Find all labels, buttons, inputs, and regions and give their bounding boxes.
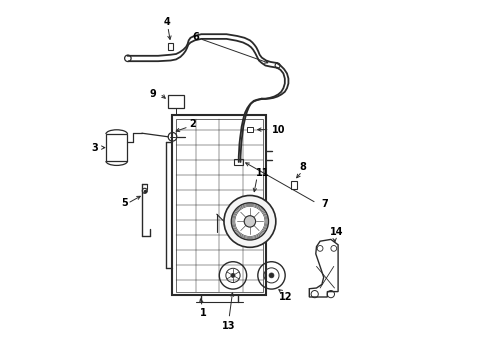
Text: 2: 2 xyxy=(188,119,195,129)
Text: 11: 11 xyxy=(255,168,269,178)
Text: 12: 12 xyxy=(279,292,292,302)
Bar xyxy=(291,181,296,189)
Bar xyxy=(234,159,243,165)
Bar xyxy=(168,95,183,108)
Text: 13: 13 xyxy=(221,321,235,331)
Text: 8: 8 xyxy=(299,162,306,172)
Text: 3: 3 xyxy=(92,143,98,153)
Text: 1: 1 xyxy=(199,308,206,318)
Bar xyxy=(168,43,173,50)
Circle shape xyxy=(268,273,273,278)
Text: 5: 5 xyxy=(122,198,128,208)
Bar xyxy=(106,134,127,161)
Bar xyxy=(176,119,262,292)
Circle shape xyxy=(231,203,268,240)
Text: 9: 9 xyxy=(149,89,156,99)
Circle shape xyxy=(224,195,275,247)
Bar xyxy=(172,115,265,295)
Circle shape xyxy=(230,273,235,278)
Text: 10: 10 xyxy=(271,125,285,135)
Circle shape xyxy=(244,216,255,227)
Text: 4: 4 xyxy=(163,17,170,27)
Bar xyxy=(246,127,253,132)
Text: 14: 14 xyxy=(329,227,343,237)
Text: 7: 7 xyxy=(321,199,327,210)
Text: 6: 6 xyxy=(192,32,199,42)
